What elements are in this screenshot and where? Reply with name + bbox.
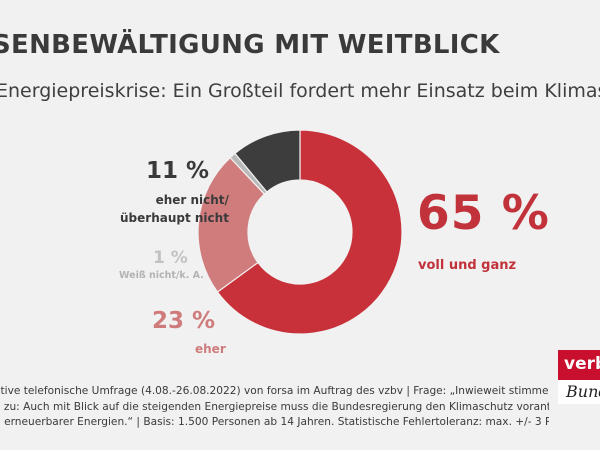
chart-subtitle: Energiepreiskrise: Ein Großteil fordert … <box>0 80 600 102</box>
note-line-3: u erneuerbarer Energien.“ | Basis: 1.500… <box>0 416 549 428</box>
page-title: SENBEWÄLTIGUNG MIT WEITBLICK <box>0 30 500 60</box>
label-eher-nicht-text: eher nicht/ überhaupt nicht <box>120 191 229 227</box>
logo-text-top: verbrau <box>564 354 600 374</box>
publisher-logo-bottom: Bund <box>558 380 600 404</box>
label-weiss-nicht-text: Weiß nicht/k. A. <box>119 270 204 281</box>
label-eher-text: eher <box>195 342 226 356</box>
note-line-1: ative telefonische Umfrage (4.08.-26.08.… <box>0 385 549 397</box>
label-eher-percent: 23 % <box>152 308 216 334</box>
methodology-note: ative telefonische Umfrage (4.08.-26.08.… <box>0 384 549 431</box>
label-eher-nicht-line2: überhaupt nicht <box>120 211 229 225</box>
note-line-2: e zu: Auch mit Blick auf die steigenden … <box>0 400 549 413</box>
donut-slice-eher <box>197 156 266 293</box>
label-weiss-nicht-percent: 1 % <box>153 248 188 268</box>
donut-slice-nicht <box>234 129 301 193</box>
publisher-logo: verbrau <box>558 350 600 380</box>
donut-slice-voll <box>216 129 403 335</box>
label-eher-nicht-line1: eher nicht/ <box>155 193 229 207</box>
label-eher-nicht-percent: 11 % <box>146 158 210 184</box>
logo-text-bottom: Bund <box>566 382 600 401</box>
label-voll-text: voll und ganz <box>418 258 517 273</box>
label-voll-percent: 65 % <box>417 186 550 241</box>
